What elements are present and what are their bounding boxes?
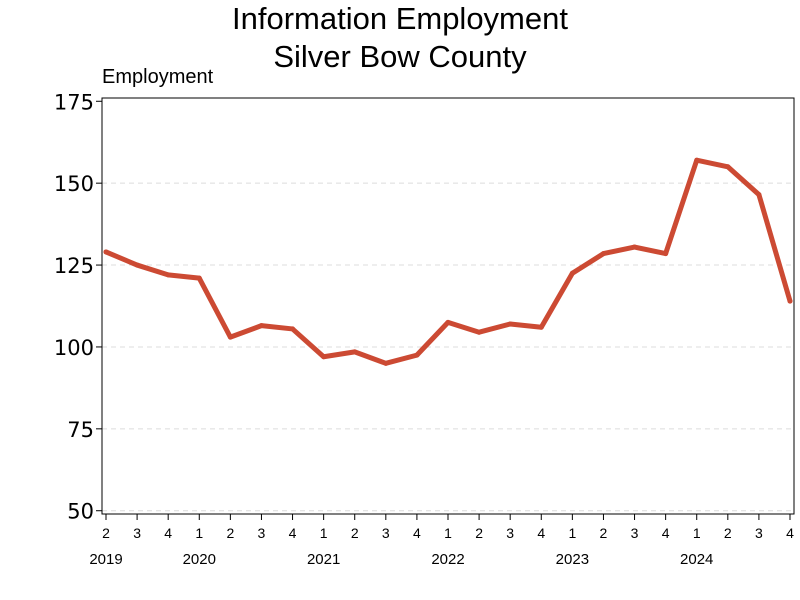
x-tick-label: 2 xyxy=(226,525,234,541)
x-tick-label: 4 xyxy=(289,525,297,541)
y-axis-ticks: 50 75 100 125 150 175 xyxy=(54,90,102,524)
data-point xyxy=(227,334,233,340)
data-point xyxy=(445,319,451,325)
data-point xyxy=(507,321,513,327)
x-tick-label: 3 xyxy=(755,525,763,541)
year-label: 2019 xyxy=(89,551,122,568)
data-point xyxy=(196,275,202,281)
data-point xyxy=(694,157,700,163)
x-tick-label: 2 xyxy=(351,525,359,541)
data-point xyxy=(756,192,762,198)
data-point xyxy=(725,164,731,170)
data-point xyxy=(414,352,420,358)
year-label: 2022 xyxy=(431,551,464,568)
data-point xyxy=(134,262,140,268)
data-point xyxy=(632,244,638,250)
y-tick-label: 100 xyxy=(54,336,94,360)
data-point xyxy=(321,354,327,360)
year-label: 2020 xyxy=(183,551,216,568)
x-axis-year-labels: 2019 2020 2021 2022 2023 2024 xyxy=(89,551,713,568)
data-point xyxy=(538,324,544,330)
x-tick-label: 3 xyxy=(506,525,514,541)
chart-title-line-2: Silver Bow County xyxy=(273,39,527,74)
year-label: 2023 xyxy=(556,551,589,568)
x-tick-label: 3 xyxy=(258,525,266,541)
plot-frame xyxy=(101,97,795,515)
x-tick-label: 3 xyxy=(631,525,639,541)
x-tick-label: 4 xyxy=(413,525,421,541)
year-label: 2024 xyxy=(680,551,713,568)
data-point xyxy=(103,249,109,255)
x-tick-label: 2 xyxy=(724,525,732,541)
gridlines xyxy=(102,182,794,512)
data-point xyxy=(290,326,296,332)
data-point xyxy=(165,272,171,278)
x-tick-label: 4 xyxy=(786,525,794,541)
data-point xyxy=(600,251,606,257)
y-tick-label: 175 xyxy=(54,90,94,114)
chart-title-line-1: Information Employment xyxy=(232,1,568,36)
x-tick-label: 1 xyxy=(693,525,701,541)
series-line xyxy=(103,157,793,366)
data-point xyxy=(383,360,389,366)
data-point xyxy=(787,298,793,304)
data-point xyxy=(476,329,482,335)
x-tick-label: 1 xyxy=(195,525,203,541)
x-tick-label: 3 xyxy=(382,525,390,541)
x-tick-label: 2 xyxy=(475,525,483,541)
x-axis-ticks: 2 3 4 1 2 3 4 1 2 3 4 1 2 3 4 1 2 3 4 1 2 3 4 xyxy=(102,514,794,541)
data-point xyxy=(352,349,358,355)
data-point xyxy=(258,323,264,329)
x-tick-label: 1 xyxy=(444,525,452,541)
chart-title: Information Employment Silver Bow County xyxy=(0,0,800,76)
y-tick-label: 125 xyxy=(54,254,94,278)
x-tick-label: 2 xyxy=(600,525,608,541)
x-tick-label: 4 xyxy=(537,525,545,541)
series-layer xyxy=(103,157,793,366)
y-tick-label: 50 xyxy=(67,500,94,524)
x-tick-label: 1 xyxy=(568,525,576,541)
data-point xyxy=(663,251,669,257)
y-tick-label: 75 xyxy=(67,418,94,442)
x-tick-label: 4 xyxy=(164,525,172,541)
x-tick-label: 1 xyxy=(320,525,328,541)
year-label: 2021 xyxy=(307,551,340,568)
x-tick-label: 4 xyxy=(662,525,670,541)
y-tick-label: 150 xyxy=(54,172,94,196)
y-axis-label: Employment xyxy=(102,66,214,88)
x-tick-label: 2 xyxy=(102,525,110,541)
data-point xyxy=(569,270,575,276)
x-tick-label: 3 xyxy=(133,525,141,541)
